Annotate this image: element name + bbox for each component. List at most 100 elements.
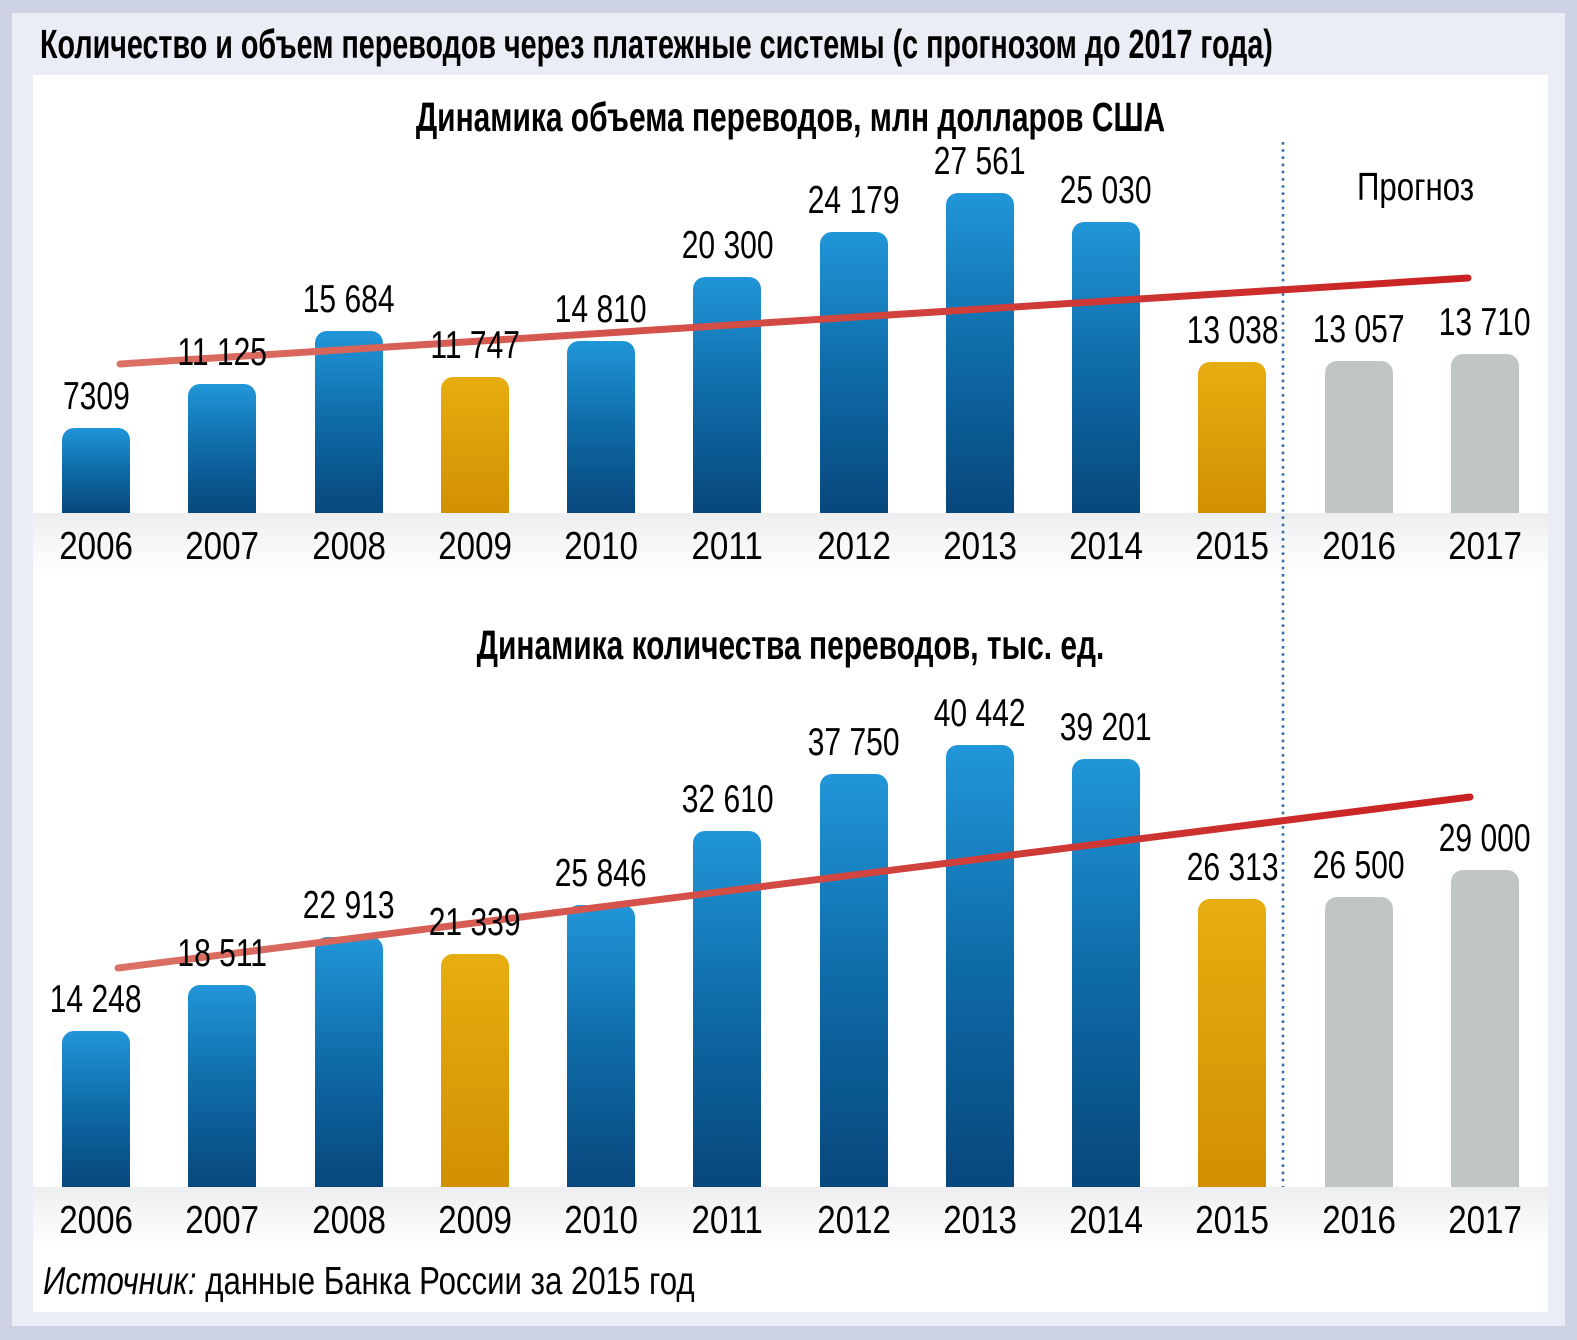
bar-value-label: 15 684 [302,278,395,321]
year-label: 2017 [1447,1199,1522,1242]
chart-column: 27 561 [917,139,1043,513]
chart-column: 32 610 [664,777,790,1187]
chart-column: 11 747 [412,323,538,513]
year-label: 2015 [1195,1199,1270,1242]
chart-column: 40 442 [917,691,1043,1187]
year-label: 2011 [691,1199,764,1242]
bar-2013 [945,193,1014,513]
x-axis-band-volume: 2006 2007 2008 2009 2010 2011 2012 2013 2014 2015… [33,513,1548,575]
bar-value-label: 26 500 [1312,844,1405,887]
chart-column: 11 125 [159,330,285,513]
year-label: 2016 [1321,1199,1396,1242]
year-label: 2011 [691,525,764,568]
year-label: 2007 [185,1199,260,1242]
bar-2016 [1324,361,1393,513]
year-label: 2016 [1321,525,1396,568]
bar-2007 [188,384,257,513]
year-label: 2012 [816,1199,891,1242]
chart-column: 24 179 [791,178,917,513]
chart-column: 37 750 [791,720,917,1187]
bar-value-label: 24 179 [807,179,900,222]
chart-column: 29 000 [1422,816,1548,1187]
chart-column: 39 201 [1043,705,1169,1187]
year-label: 2014 [1069,525,1143,568]
bar-2008 [314,937,383,1187]
forecast-label: Прогноз [1356,166,1475,209]
x-axis-band-count: 2006 2007 2008 2009 2010 2011 2012 2013 2014 2015… [33,1187,1548,1249]
bar-value-label: 29 000 [1438,817,1531,860]
year-label: 2006 [59,1199,133,1242]
year-label: 2015 [1195,525,1270,568]
bar-value-label: 11 125 [177,331,268,374]
bar-value-label: 11 747 [430,324,520,367]
year-label: 2010 [564,1199,638,1242]
chart-column: 14 810 [538,287,664,513]
bar-value-label: 32 610 [681,778,774,821]
bar-value-label: 20 300 [681,224,774,267]
year-label: 2013 [942,1199,1017,1242]
chart-column: 15 684 [286,277,412,513]
bar-value-label: 13 057 [1312,308,1405,351]
chart-column: 13 057 [1296,307,1422,513]
chart-column: 22 913 [286,883,412,1187]
bar-value-label: 13 710 [1438,301,1531,344]
source-note: Источник: данные Банка России за 2015 го… [43,1259,695,1305]
bar-value-label: 13 038 [1186,309,1279,352]
main-title: Количество и объем переводов через плате… [40,21,1273,67]
chart-column: 14 248 [33,977,159,1187]
year-label: 2009 [437,525,512,568]
bar-2008 [314,331,383,513]
bar-2011 [693,277,762,513]
chart-column: 20 300 [664,223,790,513]
year-label: 2008 [311,1199,386,1242]
source-label: Источник: [43,1260,197,1303]
chart-title-volume: Динамика объема переводов, млн долларов … [415,94,1166,140]
bar-2012 [819,774,888,1187]
bar-value-label: 25 846 [555,852,648,895]
year-label: 2010 [564,525,638,568]
chart-column: 26 313 [1169,845,1295,1187]
chart-canvas: Динамика объема переводов, млн долларов … [33,75,1548,1312]
bar-2013 [945,745,1014,1187]
year-label: 2008 [311,525,386,568]
bar-2010 [567,341,636,513]
chart-column: 7309 [33,374,159,513]
year-label: 2017 [1447,525,1522,568]
chart-title-count: Динамика количества переводов, тыс. ед. [476,622,1105,668]
bars-count: 14 248 18 511 22 913 21 339 25 846 32 610 37 7… [33,687,1548,1187]
bar-2009 [440,954,509,1187]
bar-value-label: 40 442 [933,692,1026,735]
bars-volume: 7309 11 125 15 684 11 747 14 810 20 300 24 179… [33,75,1548,513]
bar-value-label: 14 248 [50,978,143,1021]
bar-2009 [440,377,509,513]
bar-value-label: 21 339 [428,901,521,944]
year-label: 2013 [942,525,1017,568]
bar-2015 [1198,899,1267,1187]
chart-column: 13 710 [1422,300,1548,513]
bar-value-label: 14 810 [555,288,648,331]
bar-2015 [1198,362,1267,513]
bar-2007 [188,985,257,1187]
chart-column: 13 038 [1169,308,1295,513]
inner-panel: Количество и объем переводов через плате… [12,13,1565,1326]
year-labels-row: 2006 2007 2008 2009 2010 2011 2012 2013 2014 2015… [33,513,1548,575]
year-label: 2006 [59,525,133,568]
source-text: данные Банка России за 2015 год [205,1260,695,1303]
year-label: 2009 [437,1199,512,1242]
year-label: 2007 [185,525,260,568]
bar-2006 [62,1031,131,1187]
bar-2017 [1450,870,1519,1187]
chart-column: 21 339 [412,900,538,1187]
chart-column: 25 846 [538,851,664,1187]
bar-value-label: 26 313 [1186,846,1279,889]
bar-2012 [819,232,888,513]
bar-value-label: 39 201 [1060,706,1153,749]
year-label: 2012 [816,525,891,568]
year-label: 2014 [1069,1199,1143,1242]
chart-column: 25 030 [1043,168,1169,513]
bar-2010 [567,905,636,1187]
bar-2016 [1324,897,1393,1187]
chart-column: 26 500 [1296,843,1422,1187]
bar-value-label: 7309 [62,375,130,418]
